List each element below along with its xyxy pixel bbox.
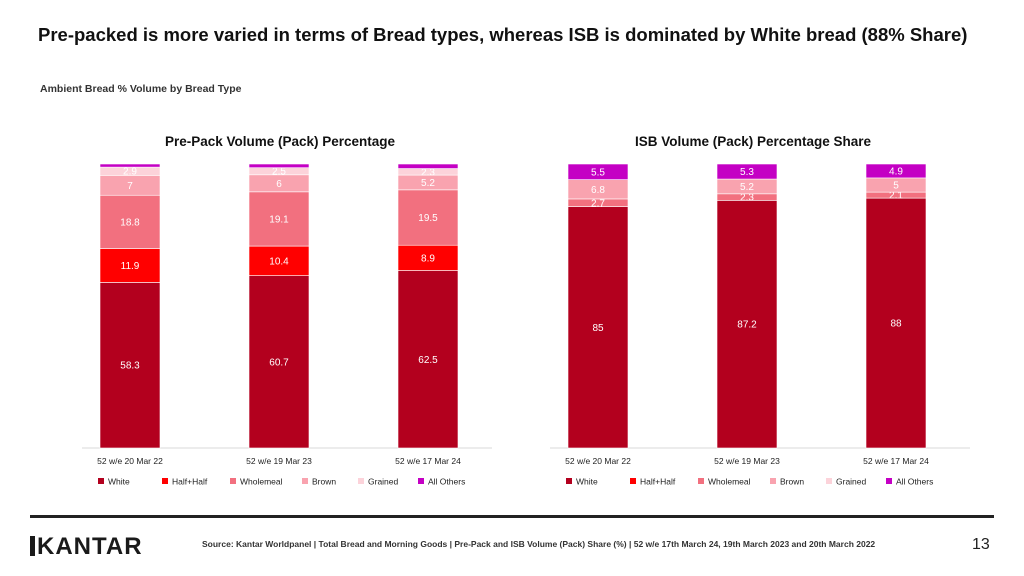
- bar-segment-white: [865, 197, 927, 449]
- data-label-grained: 2.3: [421, 167, 435, 178]
- legend-swatch-grained: [826, 478, 832, 484]
- data-label-half-half: 8.9: [421, 253, 435, 264]
- legend-swatch-wholemeal: [230, 478, 236, 484]
- chart-title: ISB Volume (Pack) Percentage Share: [635, 134, 872, 149]
- bar-segment-white: [248, 275, 310, 449]
- data-label-white: 85: [592, 323, 604, 334]
- bar-segment-white: [567, 206, 629, 449]
- legend-label-white: White: [576, 477, 598, 487]
- legend-label-white: White: [108, 477, 130, 487]
- bar-segment-all-others: [865, 163, 927, 179]
- bar-segment-half-half: [397, 244, 459, 271]
- bar-segment-all-others: [248, 163, 310, 168]
- legend-label-half-half: Half+Half: [172, 477, 208, 487]
- data-label-wholemeal: 18.8: [120, 217, 140, 228]
- legend-label-wholemeal: Wholemeal: [240, 477, 283, 487]
- data-label-wholemeal: 19.1: [269, 214, 289, 225]
- legend-label-grained: Grained: [836, 477, 867, 487]
- data-label-all-others: 5.5: [591, 167, 605, 178]
- footer-divider: [30, 515, 994, 518]
- prepack-chart: Pre-Pack Volume (Pack) Percentage 58.3 11.…: [82, 134, 492, 487]
- logo-mark-icon: [30, 536, 35, 556]
- legend-swatch-all-others: [418, 478, 424, 484]
- data-label-grained: 2.5: [272, 167, 286, 178]
- data-label-brown: 6: [276, 179, 282, 190]
- data-label-wholemeal: 2.1: [889, 191, 903, 202]
- bar-segment-all-others: [567, 163, 629, 180]
- data-label-grained: 2.9: [123, 167, 137, 178]
- data-label-white: 58.3: [120, 361, 140, 372]
- source-note: Source: Kantar Worldpanel | Total Bread …: [202, 539, 876, 549]
- legend-swatch-grained: [358, 478, 364, 484]
- data-label-brown: 5.2: [421, 178, 435, 189]
- bar-segment-white: [99, 282, 161, 449]
- data-label-brown: 5: [893, 181, 899, 192]
- data-label-wholemeal: 2.3: [740, 193, 754, 204]
- legend-label-wholemeal: Wholemeal: [708, 477, 751, 487]
- legend-swatch-half-half: [630, 478, 636, 484]
- data-label-white: 87.2: [737, 320, 757, 331]
- data-label-half-half: 11.9: [121, 261, 140, 272]
- data-label-white: 60.7: [269, 357, 289, 368]
- category-label: 52 w/e 20 Mar 22: [565, 456, 631, 466]
- category-label: 52 w/e 17 Mar 24: [863, 456, 929, 466]
- data-label-brown: 5.2: [740, 182, 754, 193]
- data-label-white: 62.5: [418, 355, 438, 366]
- bar-segment-all-others: [716, 163, 778, 180]
- bar-segment-wholemeal: [397, 189, 459, 246]
- bar-segment-half-half: [99, 248, 161, 283]
- isb-chart: ISB Volume (Pack) Percentage Share 85 2.7 6…: [550, 134, 970, 487]
- legend-label-all-others: All Others: [896, 477, 933, 487]
- logo-text: KANTAR: [37, 533, 143, 560]
- bar-segment-white: [716, 200, 778, 449]
- legend-label-brown: Brown: [312, 477, 336, 487]
- category-label: 52 w/e 19 Mar 23: [246, 456, 312, 466]
- bar-segment-white: [397, 270, 459, 449]
- chart-title: Pre-Pack Volume (Pack) Percentage: [165, 134, 396, 149]
- data-label-brown: 7: [127, 181, 133, 192]
- legend-label-grained: Grained: [368, 477, 399, 487]
- legend-swatch-half-half: [162, 478, 168, 484]
- legend-label-all-others: All Others: [428, 477, 465, 487]
- chart-subtitle: Ambient Bread % Volume by Bread Type: [40, 83, 242, 95]
- data-label-wholemeal: 2.7: [591, 198, 605, 209]
- legend-swatch-brown: [302, 478, 308, 484]
- data-label-all-others: 4.9: [889, 166, 903, 177]
- legend-swatch-brown: [770, 478, 776, 484]
- legend-label-brown: Brown: [780, 477, 804, 487]
- bar-segment-wholemeal: [248, 191, 310, 247]
- legend-label-half-half: Half+Half: [640, 477, 676, 487]
- category-label: 52 w/e 19 Mar 23: [714, 456, 780, 466]
- data-label-wholemeal: 19.5: [418, 213, 438, 224]
- kantar-logo: KANTAR: [30, 533, 143, 561]
- bar-segment-all-others: [99, 163, 161, 168]
- legend-swatch-wholemeal: [698, 478, 704, 484]
- page-number: 13: [972, 536, 990, 553]
- bar-segment-all-others: [397, 163, 459, 169]
- page-headline: Pre-packed is more varied in terms of Br…: [38, 24, 968, 45]
- bar-segment-half-half: [248, 245, 310, 276]
- data-label-white: 88: [890, 319, 902, 330]
- category-label: 52 w/e 20 Mar 22: [97, 456, 163, 466]
- data-label-all-others: 5.3: [740, 167, 754, 178]
- legend-swatch-white: [98, 478, 104, 484]
- category-label: 52 w/e 17 Mar 24: [395, 456, 461, 466]
- legend-swatch-white: [566, 478, 572, 484]
- legend-swatch-all-others: [886, 478, 892, 484]
- data-label-half-half: 10.4: [269, 256, 289, 267]
- data-label-brown: 6.8: [591, 185, 605, 196]
